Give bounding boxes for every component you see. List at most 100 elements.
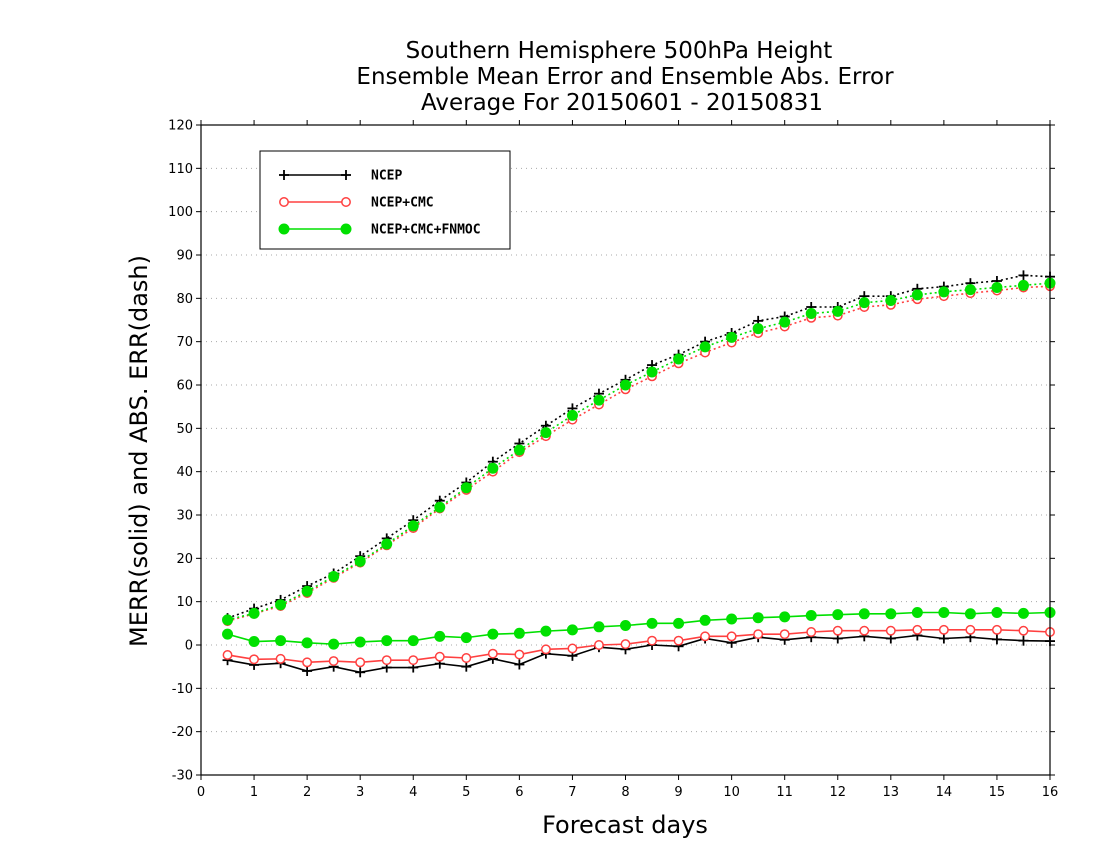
legend-entry-ncep-cmc: NCEP+CMC xyxy=(279,196,434,211)
legend-marker-right-ncep xyxy=(341,170,351,180)
abserr-line-ncep xyxy=(227,274,1051,619)
y-tick-label: 30 xyxy=(176,509,193,524)
abserr-point-ncep-cmc-fnmoc xyxy=(566,409,578,421)
abserr-line-ncep-cmc-fnmoc xyxy=(227,282,1051,621)
merr-point-ncep-cmc-fnmoc xyxy=(593,621,605,633)
y-tick-label: 0 xyxy=(185,639,193,654)
merr-point-ncep-cmc-fnmoc xyxy=(779,611,791,623)
abserr-point-ncep-cmc-fnmoc xyxy=(779,316,791,328)
merr-point-ncep xyxy=(991,634,1002,645)
merr-point-ncep-cmc xyxy=(965,624,976,635)
y-tick-label: -20 xyxy=(172,725,193,740)
merr-point-ncep-cmc xyxy=(885,625,896,636)
merr-point-ncep-cmc-fnmoc xyxy=(726,613,738,625)
abserr-point-ncep-cmc-fnmoc xyxy=(1017,279,1029,291)
merr-point-ncep-cmc xyxy=(647,635,657,646)
x-tick-label: 0 xyxy=(197,785,205,800)
merr-point-ncep-cmc-fnmoc xyxy=(301,637,313,649)
merr-point-ncep xyxy=(514,659,525,670)
merr-point-ncep-cmc-fnmoc xyxy=(513,627,525,639)
abserr-point-ncep-cmc-fnmoc xyxy=(248,607,260,619)
legend-label-ncep-cmc: NCEP+CMC xyxy=(371,196,434,211)
y-tick-label: 100 xyxy=(168,205,193,220)
y-tick-label: -10 xyxy=(172,682,193,697)
abserr-point-ncep-cmc-fnmoc xyxy=(646,366,658,378)
merr-point-ncep-cmc-fnmoc xyxy=(964,608,976,620)
merr-point-ncep xyxy=(355,667,366,678)
merr-point-ncep-cmc xyxy=(540,644,551,655)
merr-point-ncep-cmc-fnmoc xyxy=(328,638,340,650)
merr-point-ncep xyxy=(461,661,472,672)
abserr-point-ncep-cmc-fnmoc xyxy=(805,308,817,319)
abserr-point-ncep-cmc-fnmoc xyxy=(381,538,393,550)
merr-point-ncep-cmc xyxy=(514,649,525,660)
abserr-point-ncep-cmc-fnmoc xyxy=(222,614,234,626)
abserr-point-ncep-cmc-fnmoc xyxy=(699,341,711,353)
merr-point-ncep-cmc-fnmoc xyxy=(434,630,446,642)
abserr-point-ncep-cmc-fnmoc xyxy=(832,305,844,317)
legend-marker-right-ncep-cmc xyxy=(341,197,351,207)
x-tick-label: 4 xyxy=(409,785,417,800)
merr-line-ncep xyxy=(227,634,1051,674)
markers-ncep-cmc-fnmoc xyxy=(222,277,1056,650)
merr-point-ncep-cmc xyxy=(673,635,684,646)
merr-point-ncep-cmc xyxy=(700,631,711,642)
abserr-point-ncep-cmc-fnmoc xyxy=(460,482,472,494)
merr-point-ncep-cmc xyxy=(806,627,817,637)
x-tick-label: 16 xyxy=(1042,785,1059,800)
merr-point-ncep-cmc xyxy=(753,629,764,640)
merr-point-ncep-cmc xyxy=(938,624,949,635)
merr-point-ncep-cmc-fnmoc xyxy=(991,607,1003,618)
merr-point-ncep-cmc xyxy=(275,653,286,664)
abserr-line-ncep-cmc xyxy=(227,285,1051,622)
abserr-point-ncep-cmc-fnmoc xyxy=(487,462,499,474)
merr-line-ncep-cmc xyxy=(227,629,1051,664)
markers-ncep xyxy=(222,270,1055,678)
chart-title-line-2: Ensemble Mean Error and Ensemble Abs. Er… xyxy=(356,64,894,90)
merr-point-ncep-cmc xyxy=(859,625,870,636)
chart-title: Southern Hemisphere 500hPa Height Ensemb… xyxy=(356,38,894,116)
abserr-point-ncep-cmc-fnmoc xyxy=(301,585,313,597)
x-tick-label: 12 xyxy=(829,785,846,800)
x-tick-label: 15 xyxy=(989,785,1006,800)
merr-point-ncep-cmc-fnmoc xyxy=(832,609,844,621)
y-tick-label: 90 xyxy=(176,249,193,264)
merr-point-ncep-cmc-fnmoc xyxy=(673,617,685,629)
x-tick-label: 10 xyxy=(723,785,740,800)
merr-point-ncep-cmc xyxy=(461,653,472,663)
merr-point-ncep-cmc xyxy=(832,625,843,636)
merr-point-ncep-cmc xyxy=(408,655,419,666)
abserr-point-ncep-cmc-fnmoc xyxy=(434,501,446,513)
merr-point-ncep-cmc-fnmoc xyxy=(885,608,897,620)
y-tick-label: 10 xyxy=(176,595,193,610)
legend-marker-right-ncep-cmc-fnmoc xyxy=(340,223,352,235)
merr-point-ncep-cmc xyxy=(594,640,604,650)
chart-title-line-3: Average For 20150601 - 20150831 xyxy=(421,90,823,116)
legend-label-ncep-cmc-fnmoc: NCEP+CMC+FNMOC xyxy=(371,223,481,238)
y-tick-label: -30 xyxy=(172,769,193,784)
y-axis-label: MERR(solid) and ABS. ERR(dash) xyxy=(125,255,153,647)
abserr-point-ncep-cmc-fnmoc xyxy=(407,520,419,532)
merr-point-ncep-cmc-fnmoc xyxy=(248,636,260,648)
x-tick-label: 13 xyxy=(883,785,900,800)
merr-point-ncep-cmc-fnmoc xyxy=(540,625,552,637)
y-tick-label: 120 xyxy=(168,119,193,134)
x-axis-label: Forecast days xyxy=(542,811,708,839)
abserr-point-ncep-cmc-fnmoc xyxy=(964,284,976,296)
merr-point-ncep-cmc xyxy=(991,624,1002,635)
merr-point-ncep-cmc xyxy=(249,654,260,665)
y-tick-label: 80 xyxy=(176,292,193,307)
x-tick-label: 11 xyxy=(776,785,793,800)
abserr-point-ncep-cmc-fnmoc xyxy=(620,379,631,391)
legend-label-ncep: NCEP xyxy=(371,169,402,184)
merr-point-ncep-cmc xyxy=(779,629,790,640)
y-tick-label: 60 xyxy=(176,379,193,394)
merr-point-ncep-cmc xyxy=(222,650,233,660)
merr-point-ncep-cmc-fnmoc xyxy=(381,635,393,647)
abserr-point-ncep-cmc-fnmoc xyxy=(593,394,605,406)
merr-point-ncep-cmc-fnmoc xyxy=(858,608,870,620)
merr-point-ncep-cmc xyxy=(912,624,923,635)
legend-entry-ncep-cmc-fnmoc: NCEP+CMC+FNMOC xyxy=(278,223,481,238)
legend-box xyxy=(259,150,511,250)
legend-marker-left-ncep-cmc-fnmoc xyxy=(278,223,290,235)
